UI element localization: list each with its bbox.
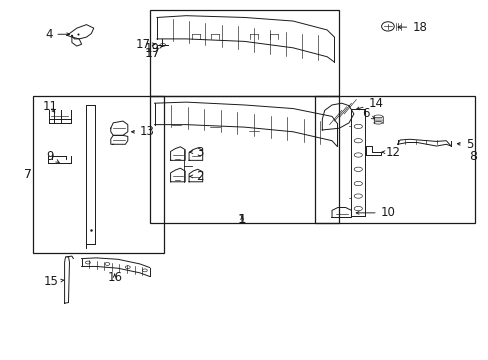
Text: 14: 14 <box>356 97 383 110</box>
Text: 4: 4 <box>45 28 69 41</box>
Text: 13: 13 <box>131 125 155 138</box>
Text: 5: 5 <box>456 138 472 151</box>
Text: 17: 17 <box>144 47 160 60</box>
Ellipse shape <box>373 122 382 124</box>
Text: 6: 6 <box>361 107 374 120</box>
Bar <box>149 10 339 96</box>
Text: 17: 17 <box>136 38 155 51</box>
Text: 18: 18 <box>397 21 426 33</box>
Text: 11: 11 <box>42 100 58 113</box>
Text: 16: 16 <box>107 271 122 284</box>
Bar <box>33 96 164 253</box>
Text: 2: 2 <box>189 170 203 183</box>
Text: 10: 10 <box>355 206 395 219</box>
Text: 1: 1 <box>238 213 245 226</box>
Text: 7: 7 <box>24 168 32 181</box>
Text: 19: 19 <box>144 42 162 55</box>
Text: 12: 12 <box>381 146 400 159</box>
Text: 3: 3 <box>189 146 203 159</box>
Text: 1: 1 <box>238 213 245 226</box>
Text: 9: 9 <box>46 150 59 163</box>
Bar <box>314 96 474 223</box>
Text: 8: 8 <box>468 150 476 163</box>
Text: 15: 15 <box>44 275 64 288</box>
Bar <box>149 96 339 223</box>
